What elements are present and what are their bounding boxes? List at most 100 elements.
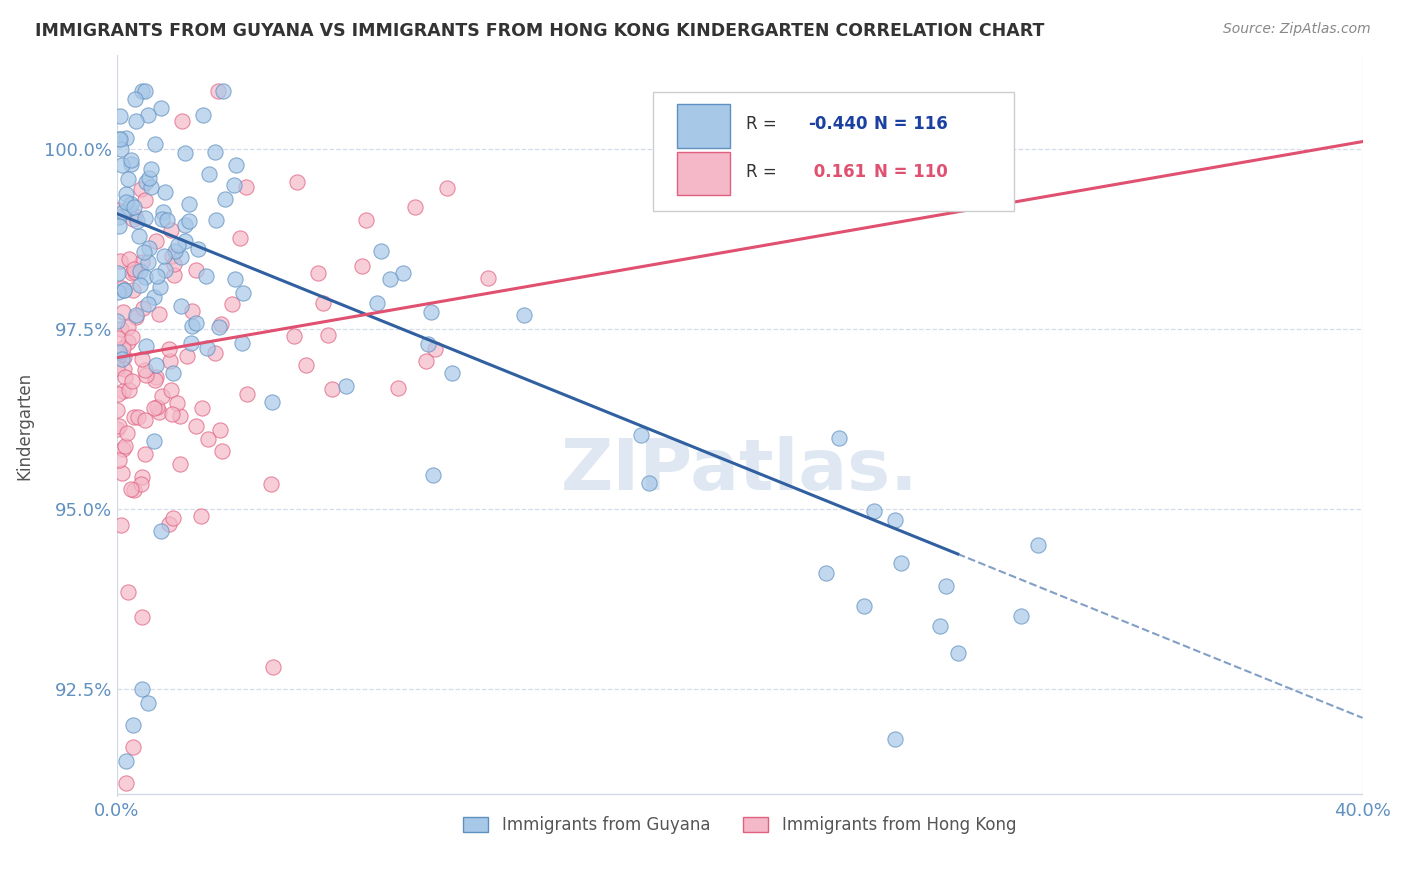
Point [235,180,257,194]
Point [108,132,131,146]
Point [884,732,907,747]
Y-axis label: Kindergarten: Kindergarten [15,372,32,480]
Point [174,145,197,160]
Point [120,197,142,211]
Point [141,161,163,176]
Point [225,158,247,172]
Point [118,252,141,266]
Point [160,384,183,398]
Point [184,263,207,277]
Point [111,341,134,355]
Point [204,213,226,227]
Point [212,84,235,98]
Point [422,468,444,483]
Point [115,754,138,768]
Point [120,483,142,497]
Point [134,193,156,207]
Point [108,109,131,123]
Point [285,175,308,189]
Point [162,511,184,525]
Point [117,172,139,186]
Point [121,739,143,754]
Point [115,426,138,441]
Point [148,405,170,419]
Point [110,142,132,156]
Point [117,320,139,334]
Point [105,314,128,328]
Point [513,309,536,323]
Point [138,171,160,186]
Point [136,107,159,121]
FancyBboxPatch shape [678,104,730,148]
Point [160,249,183,263]
Point [124,483,146,498]
Point [148,307,170,321]
Point [236,386,259,401]
Point [142,290,165,304]
Point [142,434,165,448]
Text: IMMIGRANTS FROM GUYANA VS IMMIGRANTS FROM HONG KONG KINDERGARTEN CORRELATION CHA: IMMIGRANTS FROM GUYANA VS IMMIGRANTS FRO… [35,22,1045,40]
Point [156,213,179,227]
Point [114,439,136,453]
Point [232,285,254,300]
Point [814,566,837,580]
Point [630,428,652,442]
Text: R =: R = [747,115,776,133]
Point [436,181,458,195]
Point [935,579,957,593]
Point [420,305,443,319]
Point [187,242,209,256]
Point [295,358,318,372]
Point [387,381,409,395]
Point [136,254,159,268]
Point [105,403,128,417]
Point [111,351,134,366]
Point [169,457,191,471]
Point [107,202,129,217]
Point [404,200,426,214]
Point [195,268,218,283]
Point [149,280,172,294]
Point [1026,538,1049,552]
Point [170,299,193,313]
Point [392,266,415,280]
Point [120,153,142,168]
Point [118,202,141,216]
Point [150,212,173,227]
Text: N = 110: N = 110 [875,162,948,181]
Point [224,272,246,286]
Point [135,339,157,353]
Point [204,145,226,159]
Text: ZIPatlas.: ZIPatlas. [561,436,918,505]
Point [131,254,153,268]
Point [131,469,153,483]
Point [231,336,253,351]
Point [190,509,212,524]
Point [122,200,145,214]
Point [316,327,339,342]
Point [152,205,174,219]
Point [222,178,245,192]
Point [169,250,191,264]
Point [143,137,166,152]
Point [441,366,464,380]
Point [143,401,166,416]
Point [157,517,180,532]
Point [128,263,150,277]
Point [180,335,202,350]
Point [195,341,218,355]
Point [136,697,159,711]
Point [125,214,148,228]
Point [118,384,141,398]
Point [115,131,138,145]
Point [110,131,132,145]
Point [107,348,129,362]
Point [124,92,146,106]
Point [418,337,440,351]
Point [197,168,219,182]
Point [121,718,143,732]
Point [111,466,134,480]
Point [890,557,912,571]
Point [146,268,169,283]
Point [112,283,135,297]
